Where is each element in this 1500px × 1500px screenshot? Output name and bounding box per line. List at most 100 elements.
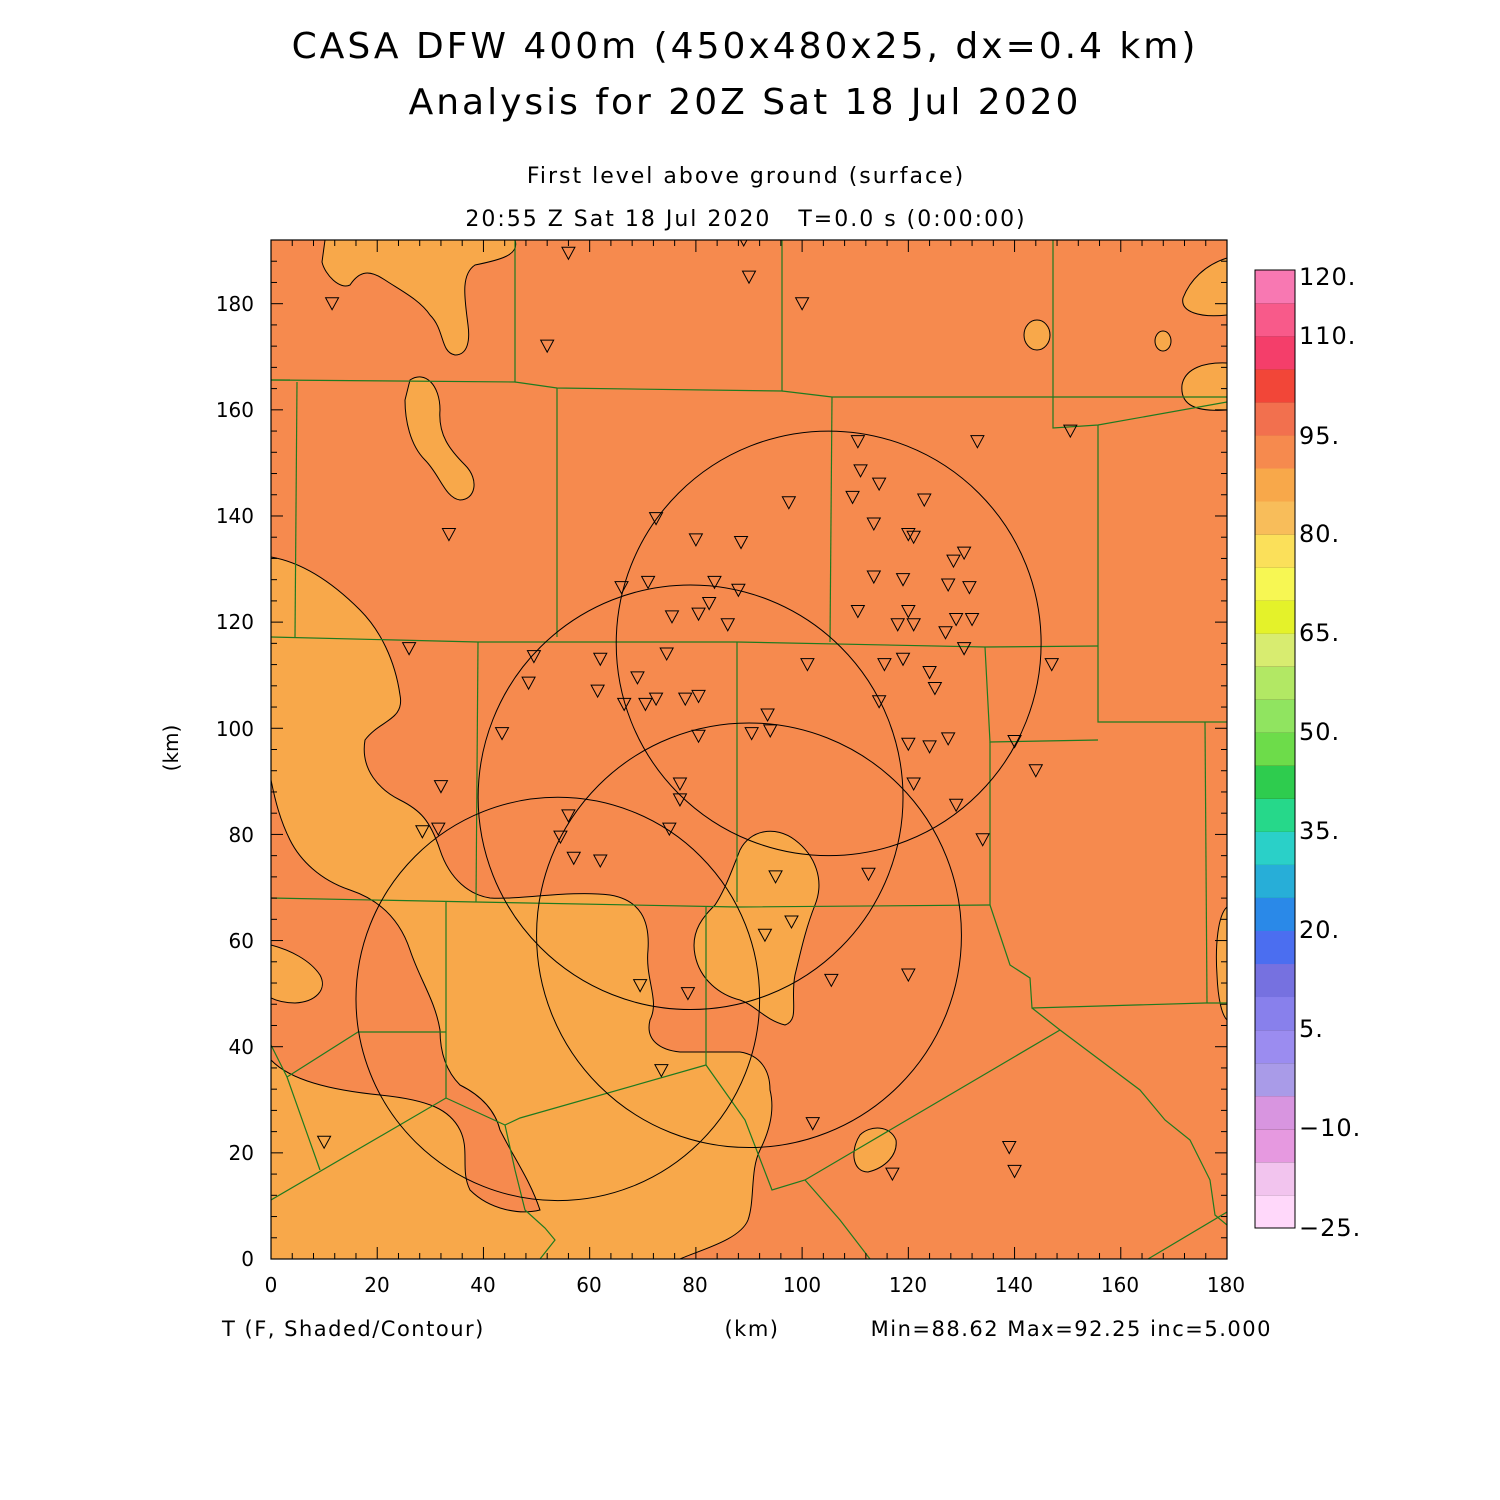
station-marker xyxy=(922,740,937,754)
map-field xyxy=(271,240,1227,1259)
station-marker xyxy=(895,652,911,667)
station-marker xyxy=(592,854,608,869)
station-marker xyxy=(784,915,799,930)
y-tick-60: 60 xyxy=(229,929,254,953)
colorbar-frame xyxy=(1254,269,1296,1229)
station-marker xyxy=(720,618,736,632)
colorbar-swatch xyxy=(1255,303,1295,337)
station-marker xyxy=(592,652,608,667)
y-tick-180: 180 xyxy=(216,292,254,316)
x-tick-20: 20 xyxy=(364,1273,389,1297)
cool-region-west-strip xyxy=(271,944,323,1004)
station-marker xyxy=(906,618,921,632)
radar-ring-3 xyxy=(536,722,962,1149)
station-marker xyxy=(654,1064,669,1078)
station-marker xyxy=(561,809,576,823)
colorbar-swatch xyxy=(1255,1029,1295,1064)
colorbar-swatch xyxy=(1255,1062,1295,1097)
station-marker xyxy=(906,777,921,792)
cool-region-north-lobe xyxy=(404,376,475,501)
colorbar-swatch xyxy=(1255,963,1295,998)
station-marker xyxy=(677,692,693,707)
colorbar-label-minus10: −10. xyxy=(1299,1114,1361,1142)
colorbar-swatch xyxy=(1255,831,1295,865)
station-marker xyxy=(900,737,916,752)
station-marker xyxy=(741,270,757,285)
cool-region-east-edge xyxy=(1215,906,1227,1021)
station-marker xyxy=(781,496,797,510)
colorbar-swatch xyxy=(1255,501,1295,535)
station-marker xyxy=(672,777,688,792)
station-marker xyxy=(794,297,810,311)
x-tick-140: 140 xyxy=(995,1273,1033,1297)
x-tick-120: 120 xyxy=(889,1273,927,1297)
x-tick-100: 100 xyxy=(783,1273,821,1297)
x-axis-unit: (km) xyxy=(724,1317,779,1341)
axis-ticks xyxy=(270,239,1228,1260)
station-marker xyxy=(638,697,653,712)
station-marker xyxy=(433,780,449,794)
colorbar-swatch xyxy=(1255,402,1295,436)
title-line1: CASA DFW 400m (450x480x25, dx=0.4 km) xyxy=(292,26,1199,67)
colorbar-labels: 120. 110. 95. 80. 65. 50. 35. 20. 5. −10… xyxy=(1299,263,1361,1242)
station-marker xyxy=(691,607,706,622)
station-marker xyxy=(744,727,759,741)
field-label: T (F, Shaded/Contour) xyxy=(221,1317,485,1341)
x-tick-60: 60 xyxy=(576,1273,601,1297)
y-tick-40: 40 xyxy=(229,1035,254,1059)
station-marker xyxy=(890,618,906,632)
station-marker xyxy=(871,695,887,709)
colorbar-swatch xyxy=(1255,567,1295,601)
station-marker xyxy=(850,435,866,449)
station-marker xyxy=(861,867,876,882)
colorbar-swatch xyxy=(1255,666,1295,700)
radar-range-rings xyxy=(355,430,1042,1202)
colorbar-swatch xyxy=(1255,270,1295,304)
y-tick-140: 140 xyxy=(216,504,254,528)
cool-region-northwest xyxy=(321,240,517,356)
colorbar-label-5: 5. xyxy=(1299,1015,1324,1043)
y-tick-0: 0 xyxy=(241,1247,254,1271)
station-marker xyxy=(871,477,887,492)
station-marker xyxy=(566,851,582,866)
colorbar-swatch xyxy=(1255,732,1295,766)
station-marker xyxy=(648,512,664,526)
radar-ring-1 xyxy=(615,430,1042,857)
station-marker xyxy=(940,578,956,593)
station-marker xyxy=(906,530,921,545)
station-marker xyxy=(948,798,964,813)
station-marker xyxy=(680,987,696,1001)
station-marker xyxy=(401,642,417,656)
colorbar-swatch xyxy=(1255,798,1295,832)
station-marker xyxy=(800,658,815,672)
colorbar-swatch xyxy=(1255,600,1295,634)
colorbar-label-35: 35. xyxy=(1299,817,1340,845)
x-tick-40: 40 xyxy=(470,1273,495,1297)
y-axis-unit: (km) xyxy=(159,725,183,772)
station-marker xyxy=(324,297,340,311)
station-marker xyxy=(895,573,911,587)
x-tick-160: 160 xyxy=(1101,1273,1139,1297)
colorbar-label-65: 65. xyxy=(1299,619,1340,647)
station-marker xyxy=(866,570,882,585)
station-marker xyxy=(1044,658,1060,672)
colorbar-label-80: 80. xyxy=(1299,520,1340,548)
station-markers xyxy=(316,240,1078,1182)
station-marker xyxy=(553,830,568,845)
station-marker xyxy=(1007,1164,1022,1179)
x-axis-labels: 0 20 40 60 80 100 120 140 160 180 xyxy=(265,1273,1245,1297)
station-marker xyxy=(964,612,980,627)
y-tick-160: 160 xyxy=(216,398,254,422)
radar-ring-2 xyxy=(477,584,904,1011)
x-tick-80: 80 xyxy=(682,1273,707,1297)
station-marker xyxy=(614,581,629,595)
station-marker xyxy=(640,575,656,590)
station-marker xyxy=(948,612,964,627)
x-tick-180: 180 xyxy=(1207,1273,1245,1297)
station-marker xyxy=(672,793,688,807)
station-marker xyxy=(659,647,675,662)
station-marker xyxy=(922,666,937,680)
x-tick-0: 0 xyxy=(265,1273,278,1297)
cool-blob-1 xyxy=(1023,319,1051,351)
station-marker xyxy=(877,658,892,672)
